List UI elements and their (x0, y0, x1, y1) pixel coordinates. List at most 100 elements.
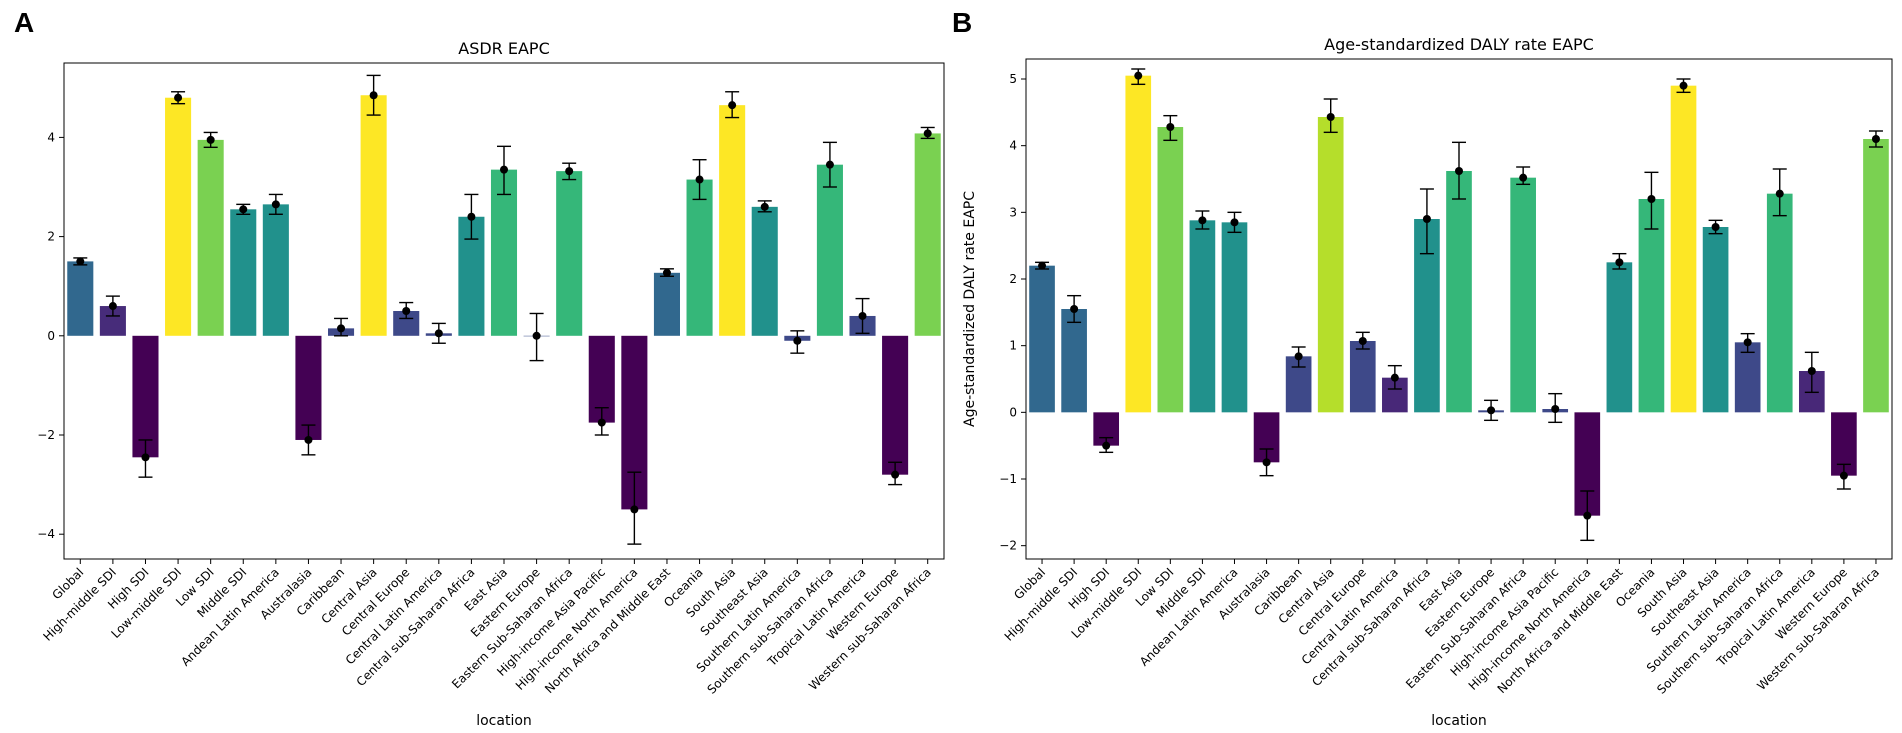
chart1-bar-5 (1189, 220, 1216, 413)
chart0-point-2 (141, 453, 150, 462)
chart0-ytick-label-2: 0 (47, 329, 55, 343)
chart1-bar-6 (1221, 222, 1248, 413)
chart0-ytick-label-0: −4 (37, 527, 55, 541)
chart1-xlabel: location (1431, 713, 1487, 729)
chart1-point-17 (1583, 511, 1592, 520)
chart1-point-3 (1134, 71, 1143, 80)
chart0-bar-6 (262, 204, 289, 336)
chart1-point-1 (1070, 305, 1079, 313)
chart0-point-26 (923, 129, 932, 138)
chart0-bar-19 (686, 179, 713, 336)
chart1-ytick-label-3: 1 (1009, 339, 1017, 353)
chart0-bar-23 (816, 164, 843, 336)
chart0-bar-21 (751, 206, 778, 336)
chart1-bar-22 (1734, 342, 1761, 413)
chart1-bar-3 (1125, 75, 1152, 413)
chart1-bar-13 (1446, 171, 1472, 413)
chart1-point-18 (1615, 258, 1624, 267)
chart0-ytick-label-1: −2 (37, 428, 55, 442)
chart0-bar-15 (556, 171, 583, 336)
chart1-point-19 (1647, 195, 1656, 203)
chart1-point-2 (1102, 441, 1111, 450)
chart1-point-8 (1294, 352, 1303, 361)
chart0-bar-25 (882, 335, 909, 475)
chart1-point-4 (1166, 123, 1175, 131)
chart0-point-22 (793, 336, 802, 345)
chart0-title: ASDR EAPC (458, 39, 550, 58)
chart1-bar-20 (1670, 85, 1697, 413)
chart0-ytick-label-4: 4 (47, 130, 55, 144)
chart1-ytick-label-7: 5 (1009, 72, 1017, 86)
chart0-bar-9 (360, 95, 387, 336)
chart0-ytick-label-3: 2 (47, 230, 55, 244)
chart0-point-24 (858, 311, 867, 320)
chart1-point-22 (1743, 338, 1752, 347)
chart1-point-7 (1262, 458, 1271, 467)
chart0-point-18 (662, 268, 671, 277)
chart0-bar-7 (295, 335, 322, 440)
chart0-bar-2 (132, 335, 159, 458)
chart1-point-20 (1679, 81, 1688, 90)
chart1-point-5 (1198, 216, 1207, 225)
chart1-bar-19 (1638, 199, 1665, 413)
chart1-bar-0 (1029, 265, 1055, 413)
chart0-xlabel: location (476, 713, 532, 729)
chart1-point-16 (1551, 405, 1560, 413)
chart0-point-20 (728, 101, 737, 110)
chart0-bar-26 (914, 133, 941, 336)
chart1-ytick-label-1: −1 (999, 472, 1017, 486)
chart1-ytick-label-5: 3 (1009, 205, 1017, 219)
chart0-point-9 (369, 91, 378, 100)
chart0-bar-13 (490, 169, 518, 336)
chart0-bar-0 (67, 261, 94, 336)
chart1-ytick-label-4: 2 (1009, 272, 1017, 286)
chart1-point-25 (1839, 471, 1848, 480)
chart1-title: Age-standardized DALY rate EAPC (1324, 35, 1594, 54)
chart1-point-21 (1711, 223, 1720, 231)
chart1-ytick-label-0: −2 (999, 539, 1017, 553)
panel-b-letter: B (952, 7, 972, 38)
chart1-point-9 (1326, 113, 1335, 121)
chart0-point-21 (760, 202, 769, 211)
chart1-point-23 (1775, 189, 1784, 198)
chart0-point-4 (206, 135, 215, 144)
chart0-point-8 (337, 324, 346, 333)
chart0-point-11 (434, 329, 443, 338)
chart1-bar-23 (1766, 193, 1793, 413)
chart1-point-0 (1038, 261, 1047, 270)
chart1-point-6 (1230, 218, 1239, 227)
chart1-point-14 (1487, 406, 1496, 415)
chart0-point-10 (402, 307, 411, 315)
panel-a-letter: A (14, 7, 34, 38)
chart0-point-16 (597, 418, 606, 427)
chart0-point-15 (565, 167, 574, 176)
chart0-point-19 (695, 175, 704, 184)
chart0-point-0 (76, 257, 85, 266)
chart1-ytick-label-6: 4 (1009, 139, 1017, 153)
chart1-bar-10 (1349, 341, 1376, 413)
chart1-point-26 (1871, 135, 1880, 143)
chart0-point-14 (532, 331, 541, 340)
chart0-point-23 (825, 160, 834, 169)
chart1-bar-26 (1863, 139, 1889, 413)
chart0-point-7 (304, 435, 313, 444)
chart1-bar-1 (1061, 309, 1087, 413)
chart0-point-3 (174, 93, 183, 102)
chart0-bar-4 (197, 139, 224, 336)
chart0-point-6 (271, 200, 280, 209)
chart0-point-25 (891, 470, 900, 479)
chart1-bar-15 (1510, 177, 1536, 413)
chart1-point-15 (1519, 173, 1528, 182)
chart1-bar-18 (1606, 262, 1633, 413)
chart0-bar-18 (653, 272, 680, 336)
chart0-bar-3 (165, 97, 192, 336)
chart1-bar-21 (1702, 227, 1729, 413)
chart0-point-13 (500, 165, 508, 174)
chart0-point-1 (108, 302, 117, 311)
chart1-point-11 (1390, 373, 1399, 382)
chart1-point-13 (1455, 167, 1463, 175)
chart1-point-10 (1358, 337, 1367, 345)
chart1-point-12 (1422, 215, 1431, 223)
